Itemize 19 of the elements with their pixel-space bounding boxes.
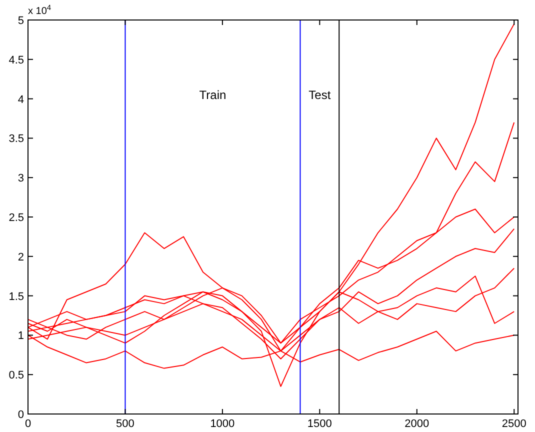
x-tick-label: 2000 (404, 418, 430, 430)
x-tick-label: 500 (116, 418, 134, 430)
x-tick-label: 1000 (210, 418, 235, 430)
y-tick-label: 3 (18, 172, 24, 185)
y-tick-label: 1 (18, 330, 24, 342)
y-tick-label: 0 (18, 409, 24, 421)
y-tick-label: 0.5 (8, 370, 24, 382)
annotation: Test (308, 88, 332, 102)
y-tick-label: 2.5 (8, 212, 24, 224)
y-tick-label: 4 (18, 94, 24, 106)
text: x 10$^{4}$ (28, 2, 52, 17)
y-tick-label: 5 (18, 15, 24, 27)
annotation: Train (199, 88, 226, 102)
x-tick-label: 1500 (307, 418, 332, 430)
x-tick-label: 2500 (502, 418, 526, 430)
y-tick-label: 2 (18, 251, 24, 264)
y-tick-label: 3.5 (8, 133, 24, 146)
y-tick-label: 4.5 (8, 54, 24, 66)
y-tick-label: 1.5 (8, 290, 24, 303)
